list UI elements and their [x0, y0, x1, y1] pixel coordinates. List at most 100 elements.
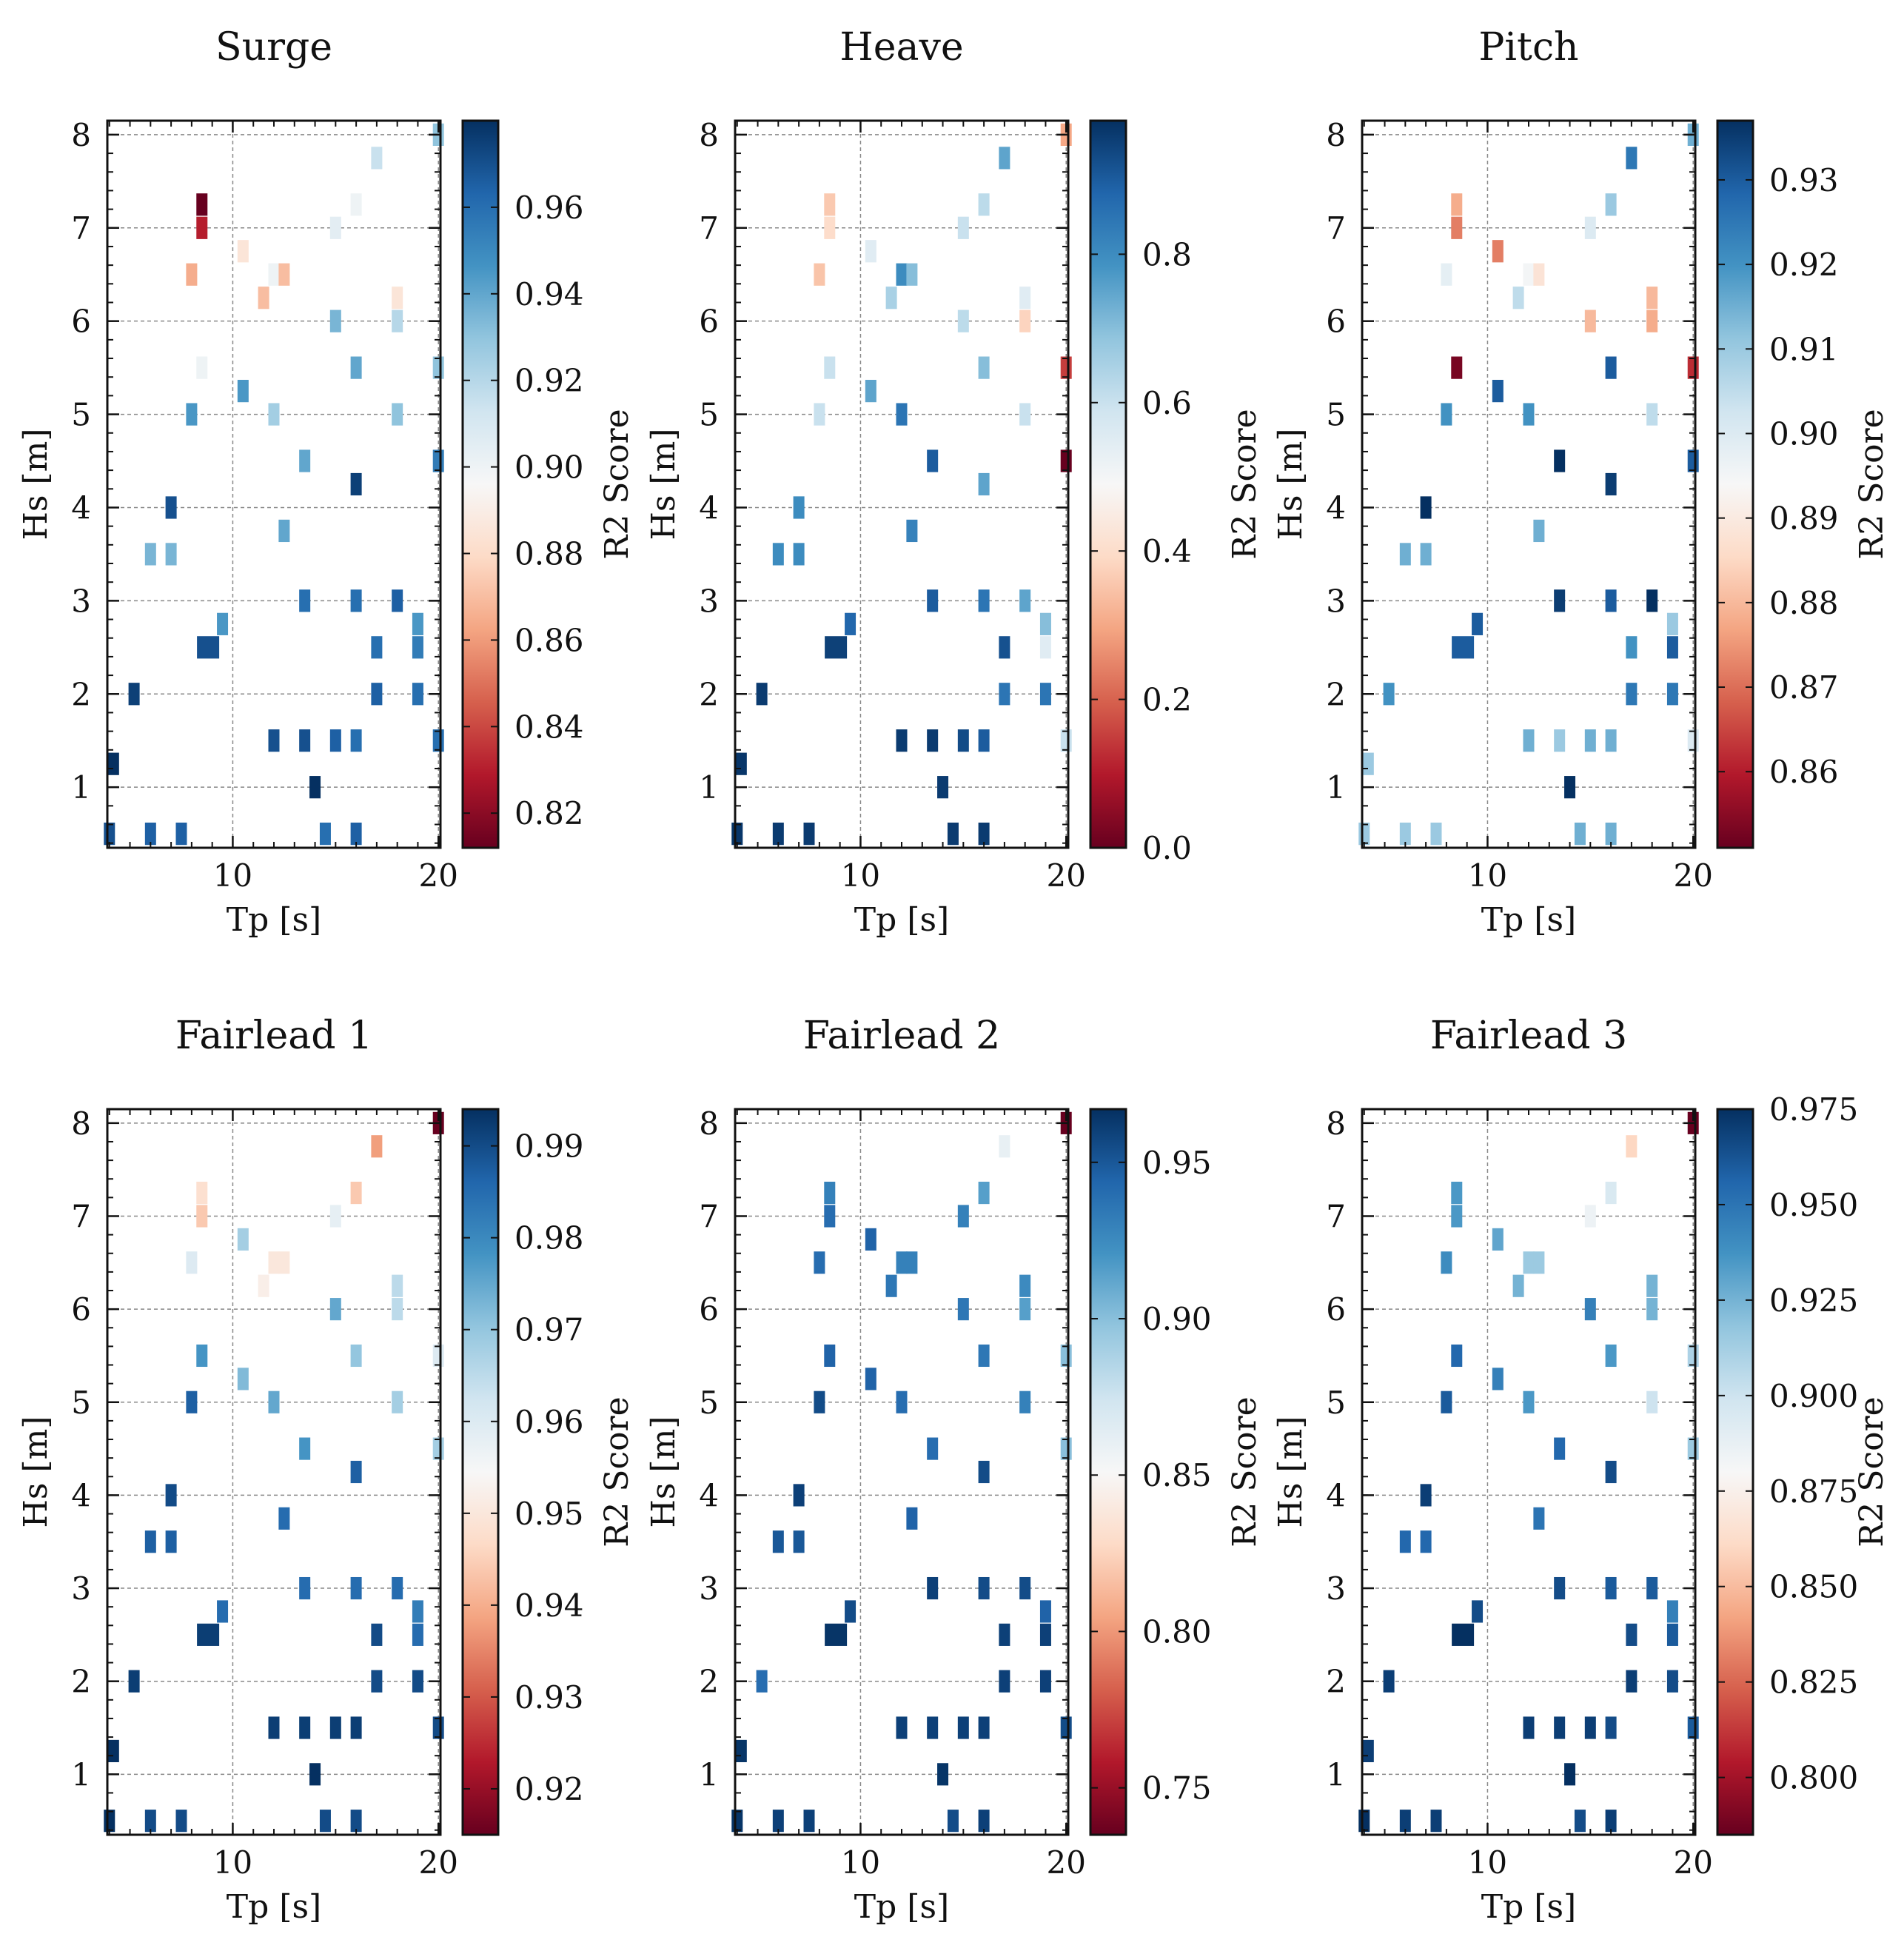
heatmap-cell [1019, 589, 1031, 612]
heatmap-cell [432, 729, 444, 752]
heatmap-cell [772, 823, 784, 846]
heatmap-cell [1060, 449, 1072, 472]
heatmap-cell [104, 1810, 115, 1833]
heatmap-cell [1358, 1810, 1370, 1833]
heatmap-cell [1039, 1670, 1051, 1693]
y-axis-label: Hs [m] [17, 1416, 55, 1528]
heatmap-cell [350, 1576, 362, 1600]
heatmap-cell [1626, 683, 1637, 706]
heatmap-cell [1420, 496, 1432, 519]
heatmap-cell [299, 589, 311, 612]
heatmap-cell [319, 1810, 331, 1833]
heatmap-cell [947, 823, 959, 846]
y-tick-label: 6 [71, 1291, 91, 1328]
heatmap-cell [371, 636, 383, 659]
heatmap-cell [258, 287, 269, 309]
y-tick-label: 7 [1326, 210, 1346, 247]
heatmap-cell [1605, 1182, 1617, 1205]
heatmap-cell [1646, 287, 1658, 309]
heatmap-cell [906, 263, 918, 286]
heatmap-cell [197, 636, 220, 659]
heatmap-cell [186, 403, 198, 426]
x-tick-label: 10 [213, 1844, 252, 1881]
heatmap-cell [196, 1182, 208, 1205]
heatmap-cell [371, 1670, 383, 1693]
heatmap-cell [896, 1251, 908, 1274]
heatmap-cell [906, 519, 918, 543]
heatmap-cell [906, 1251, 918, 1274]
x-axis-label: Tp [s] [227, 1888, 321, 1926]
heatmap-cell [392, 589, 403, 612]
colorbar-tick-label: 0.875 [1769, 1473, 1858, 1510]
colorbar-tick-label: 0.0 [1142, 830, 1192, 866]
colorbar-label: R2 Score [1853, 409, 1891, 559]
heatmap-cell [906, 1507, 918, 1530]
heatmap-cell [1666, 612, 1678, 635]
heatmap-cell [1564, 1763, 1576, 1786]
heatmap-cell [1362, 752, 1374, 775]
heatmap-cell [1451, 1182, 1463, 1205]
heatmap-cell [1060, 1344, 1072, 1368]
heatmap-cell [1452, 1623, 1475, 1646]
heatmap-cell [107, 1739, 119, 1762]
y-tick-label: 4 [1326, 489, 1346, 526]
heatmap-cell [772, 1810, 784, 1833]
heatmap-cell [237, 1368, 249, 1391]
heatmap-cell [978, 472, 990, 496]
heatmap-cell [1646, 403, 1658, 426]
heatmap-cell [1605, 1576, 1617, 1600]
heatmap-cell [927, 589, 939, 612]
colorbar-tick-label: 0.4 [1142, 533, 1192, 569]
heatmap-cell [237, 1228, 249, 1251]
y-axis-label: Hs [m] [645, 429, 683, 541]
colorbar [1090, 121, 1126, 848]
heatmap-cell [937, 776, 949, 799]
heatmap-cell [1019, 287, 1031, 309]
y-tick-label: 5 [71, 1385, 91, 1421]
heatmap-cell [1492, 379, 1504, 403]
x-tick-label: 10 [841, 857, 880, 894]
heatmap-cell [392, 1274, 403, 1297]
y-axis-label: Hs [m] [645, 1416, 683, 1528]
y-tick-label: 4 [1326, 1477, 1346, 1513]
y-tick-label: 8 [699, 117, 719, 153]
heatmap-cell [793, 543, 805, 566]
heatmap-cell [412, 1670, 423, 1693]
heatmap-cell [350, 1344, 362, 1368]
heatmap-cell [1523, 263, 1535, 286]
heatmap-cell [885, 1274, 897, 1297]
heatmap-cell [217, 1600, 229, 1623]
heatmap-cell [999, 1135, 1010, 1158]
heatmap-cell [350, 193, 362, 216]
heatmap-cell [1533, 1251, 1545, 1274]
heatmap-cell [268, 263, 280, 286]
heatmap-cell [1383, 683, 1395, 706]
subplot-title: Fairlead 3 [1430, 1014, 1627, 1058]
heatmap-cell [186, 263, 198, 286]
y-tick-label: 1 [1326, 769, 1346, 806]
heatmap-cell [1019, 1274, 1031, 1297]
heatmap-cell [896, 403, 908, 426]
heatmap-cell [896, 1716, 908, 1739]
heatmap-cell [1605, 472, 1617, 496]
heatmap-cell [824, 216, 836, 239]
heatmap-cell [999, 683, 1010, 706]
heatmap-cell [957, 309, 969, 332]
heatmap-cell [957, 1298, 969, 1321]
heatmap-cell [814, 403, 825, 426]
heatmap-cell [392, 1576, 403, 1600]
heatmap-cell [1441, 403, 1452, 426]
colorbar-tick-label: 0.80 [1142, 1613, 1212, 1650]
subplot-fairlead-3: Fairlead 3 10 20 1 2 3 4 5 6 7 8 Tp [s] Hs [m] 0.800 0… [1272, 1014, 1891, 1926]
y-tick-label: 2 [71, 676, 91, 712]
heatmap-cell [217, 612, 229, 635]
x-axis-label: Tp [s] [854, 1888, 949, 1926]
y-tick-label: 5 [699, 1385, 719, 1421]
subplot-fairlead-1: Fairlead 1 10 20 1 2 3 4 5 6 7 8 Tp [s] Hs [m] 0.92 0.… [17, 1014, 636, 1926]
heatmap-cell [1646, 1274, 1658, 1297]
y-tick-label: 1 [71, 769, 91, 806]
x-axis-label: Tp [s] [227, 901, 321, 939]
y-tick-label: 2 [699, 1664, 719, 1700]
y-tick-label: 8 [1326, 117, 1346, 153]
colorbar-tick-label: 0.88 [514, 536, 584, 572]
